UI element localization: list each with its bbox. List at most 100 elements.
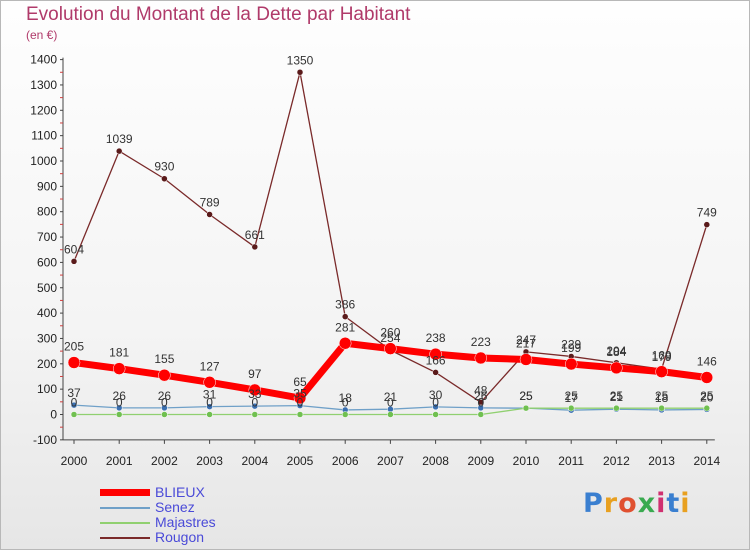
x-tick-label: 2008 [422, 454, 449, 468]
legend-item-majastres: Majastres [100, 515, 216, 530]
data-point-majastres [115, 411, 123, 418]
legend-label: Majastres [155, 514, 216, 530]
data-label-blieux: 169 [652, 349, 672, 363]
data-label-blieux: 223 [471, 335, 491, 349]
data-label-blieux: 181 [109, 346, 129, 360]
y-tick-label: 500 [37, 281, 57, 295]
data-point-blieux [112, 362, 126, 375]
data-label-senez: 25 [519, 389, 533, 403]
x-tick-label: 2004 [241, 454, 268, 468]
x-tick-label: 2001 [106, 454, 133, 468]
data-label-rougon: 254 [380, 331, 400, 345]
x-tick-label: 2006 [332, 454, 359, 468]
data-point-blieux [248, 383, 262, 397]
x-tick-label: 2003 [196, 454, 223, 468]
logo-letter: t [666, 488, 681, 519]
data-point-majastres [161, 411, 168, 418]
legend-swatch [100, 506, 150, 509]
y-tick-label: 700 [37, 230, 57, 244]
data-point-majastres [387, 411, 394, 418]
data-point-blieux [67, 356, 81, 369]
legend-label: Senez [155, 499, 195, 515]
logo-letter: o [618, 488, 638, 519]
data-label-majastres: 0 [251, 396, 258, 410]
y-tick-label: -100 [33, 433, 57, 447]
data-label-senez: 17 [565, 391, 579, 405]
data-label-majastres: 25 [519, 389, 533, 403]
y-tick-label: 300 [37, 331, 57, 345]
data-label-rougon: 1039 [106, 132, 133, 146]
data-label-rougon: 789 [200, 195, 220, 209]
data-label-rougon: 48 [474, 383, 488, 397]
data-label-blieux: 155 [154, 352, 174, 366]
data-point-blieux [158, 368, 171, 382]
data-label-rougon: 1350 [287, 53, 314, 67]
logo-letter: i [680, 488, 691, 519]
data-point-rougon [206, 211, 213, 218]
data-label-majastres: 0 [342, 396, 349, 410]
data-point-rougon [432, 369, 439, 376]
data-point-blieux [610, 361, 623, 375]
data-point-majastres [70, 411, 78, 418]
data-label-majastres: 0 [432, 396, 439, 410]
data-label-rougon: 749 [697, 206, 717, 220]
data-label-senez: 18 [339, 391, 353, 405]
legend-label: Rougon [155, 529, 205, 545]
data-label-senez: 20 [700, 390, 714, 404]
x-tick-label: 2000 [61, 454, 88, 468]
data-label-senez: 31 [203, 388, 217, 402]
y-tick-label: 1400 [30, 53, 57, 67]
data-label-senez: 35 [293, 387, 307, 401]
data-label-majastres: 0 [161, 396, 168, 410]
data-point-rougon [70, 258, 78, 265]
data-point-majastres [296, 411, 304, 418]
data-label-senez: 21 [384, 390, 398, 404]
data-label-blieux: 238 [426, 331, 446, 345]
legend-item-senez: Senez [100, 500, 216, 515]
legend-swatch [100, 521, 150, 524]
data-label-senez: 30 [429, 388, 443, 402]
data-label-blieux: 146 [697, 354, 717, 368]
y-tick-label: 600 [37, 255, 57, 269]
data-label-majastres: 25 [610, 389, 624, 403]
data-label-rougon: 204 [606, 344, 626, 358]
y-tick-label: 900 [37, 179, 57, 193]
data-point-rougon [703, 221, 711, 228]
data-point-majastres [703, 404, 711, 412]
data-point-blieux [564, 357, 578, 371]
data-point-blieux [700, 371, 714, 384]
logo-letter: r [603, 488, 619, 519]
data-point-blieux [293, 391, 307, 405]
data-point-senez [115, 404, 123, 412]
x-tick-label: 2013 [648, 454, 675, 468]
data-label-blieux: 281 [335, 320, 355, 334]
data-point-rougon [161, 175, 168, 182]
data-point-majastres [522, 404, 530, 412]
data-label-blieux: 260 [380, 326, 400, 340]
data-label-blieux: 205 [64, 340, 84, 354]
data-point-majastres [206, 411, 213, 418]
data-label-rougon: 661 [245, 228, 265, 242]
data-label-majastres: 0 [477, 396, 484, 410]
y-tick-label: 1300 [30, 78, 57, 92]
x-tick-label: 2010 [513, 454, 540, 468]
data-label-majastres: 25 [700, 389, 714, 403]
data-label-blieux: 127 [200, 359, 220, 373]
x-tick-label: 2009 [467, 454, 494, 468]
data-point-rougon [341, 313, 349, 320]
data-point-senez [432, 403, 439, 411]
data-label-blieux: 184 [606, 345, 626, 359]
data-label-senez: 26 [113, 389, 127, 403]
y-tick-label: 800 [37, 205, 57, 219]
legend-swatch [100, 536, 150, 539]
data-label-senez: 37 [67, 386, 81, 400]
data-label-rougon: 247 [516, 333, 536, 347]
data-label-blieux: 217 [516, 336, 536, 350]
data-point-majastres [658, 404, 665, 412]
data-point-blieux [203, 376, 216, 389]
legend-label: BLIEUX [155, 484, 205, 500]
data-label-majastres: 25 [655, 389, 669, 403]
data-point-blieux [655, 365, 668, 378]
data-label-majastres: 25 [565, 389, 579, 403]
